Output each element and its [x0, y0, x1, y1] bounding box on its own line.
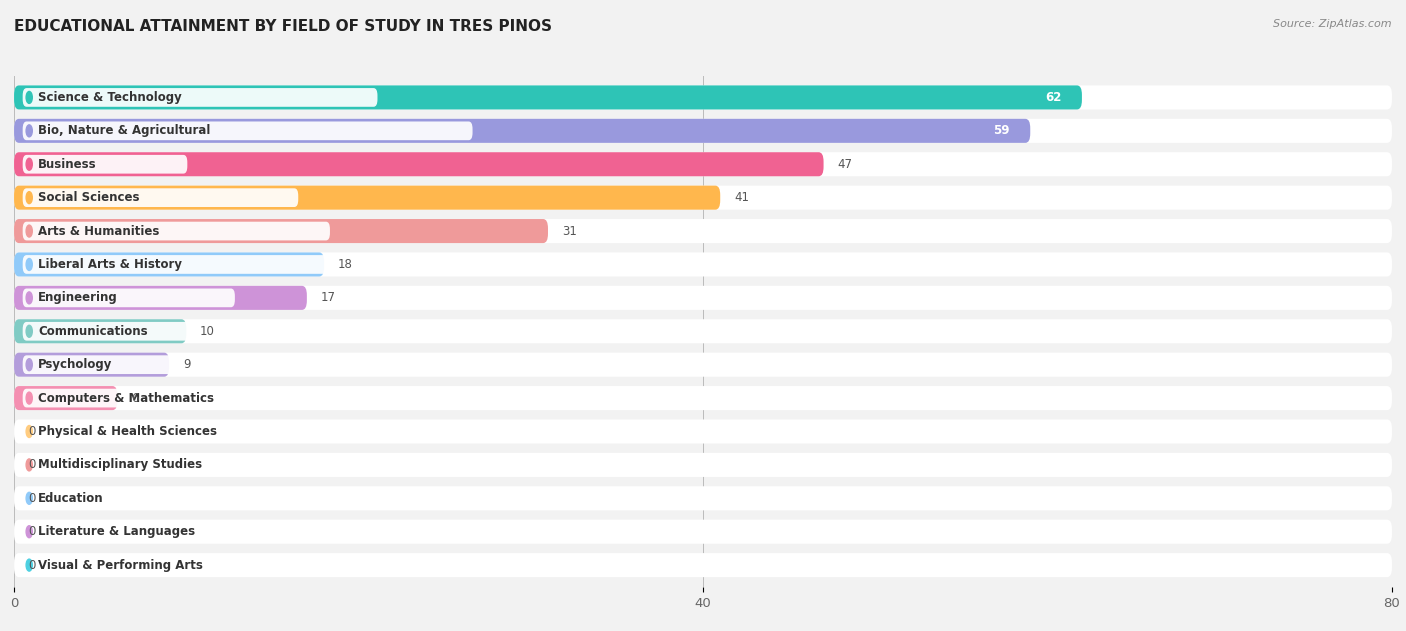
Text: 0: 0 — [28, 425, 35, 438]
Text: Computers & Mathematics: Computers & Mathematics — [38, 392, 214, 404]
FancyBboxPatch shape — [14, 386, 118, 410]
Circle shape — [27, 259, 32, 271]
FancyBboxPatch shape — [14, 186, 1392, 209]
Text: 0: 0 — [28, 492, 35, 505]
Text: Engineering: Engineering — [38, 292, 118, 304]
Circle shape — [27, 192, 32, 204]
FancyBboxPatch shape — [14, 252, 325, 276]
Text: Business: Business — [38, 158, 97, 171]
FancyBboxPatch shape — [22, 489, 204, 508]
Text: Source: ZipAtlas.com: Source: ZipAtlas.com — [1274, 19, 1392, 29]
FancyBboxPatch shape — [14, 186, 720, 209]
Text: EDUCATIONAL ATTAINMENT BY FIELD OF STUDY IN TRES PINOS: EDUCATIONAL ATTAINMENT BY FIELD OF STUDY… — [14, 19, 553, 34]
FancyBboxPatch shape — [14, 286, 307, 310]
Circle shape — [27, 392, 32, 404]
Circle shape — [27, 358, 32, 370]
Text: Liberal Arts & History: Liberal Arts & History — [38, 258, 183, 271]
Circle shape — [27, 492, 32, 504]
FancyBboxPatch shape — [14, 319, 186, 343]
FancyBboxPatch shape — [22, 188, 298, 207]
Circle shape — [27, 459, 32, 471]
FancyBboxPatch shape — [22, 456, 457, 475]
Text: Bio, Nature & Agricultural: Bio, Nature & Agricultural — [38, 124, 211, 138]
FancyBboxPatch shape — [14, 152, 1392, 176]
Circle shape — [27, 292, 32, 304]
Text: 10: 10 — [200, 325, 215, 338]
Circle shape — [27, 425, 32, 437]
Text: 47: 47 — [838, 158, 852, 171]
Text: Visual & Performing Arts: Visual & Performing Arts — [38, 558, 204, 572]
FancyBboxPatch shape — [22, 288, 235, 307]
Text: Social Sciences: Social Sciences — [38, 191, 139, 204]
FancyBboxPatch shape — [14, 487, 1392, 510]
FancyBboxPatch shape — [14, 85, 1083, 109]
FancyBboxPatch shape — [14, 453, 1392, 477]
Circle shape — [27, 326, 32, 337]
Text: 9: 9 — [183, 358, 190, 371]
FancyBboxPatch shape — [14, 553, 1392, 577]
Circle shape — [27, 158, 32, 170]
Text: Literature & Languages: Literature & Languages — [38, 525, 195, 538]
FancyBboxPatch shape — [22, 155, 187, 174]
FancyBboxPatch shape — [14, 520, 1392, 544]
FancyBboxPatch shape — [14, 219, 1392, 243]
FancyBboxPatch shape — [22, 322, 283, 341]
Text: 18: 18 — [337, 258, 353, 271]
FancyBboxPatch shape — [14, 420, 1392, 444]
Text: 0: 0 — [28, 525, 35, 538]
Text: 17: 17 — [321, 292, 336, 304]
FancyBboxPatch shape — [14, 286, 1392, 310]
FancyBboxPatch shape — [22, 522, 409, 541]
FancyBboxPatch shape — [14, 319, 1392, 343]
Circle shape — [27, 526, 32, 538]
Text: Education: Education — [38, 492, 104, 505]
Circle shape — [27, 225, 32, 237]
Text: 31: 31 — [562, 225, 576, 237]
FancyBboxPatch shape — [22, 255, 409, 274]
FancyBboxPatch shape — [22, 88, 377, 107]
Text: 0: 0 — [28, 458, 35, 471]
FancyBboxPatch shape — [14, 353, 1392, 377]
Text: 62: 62 — [1045, 91, 1062, 104]
FancyBboxPatch shape — [14, 386, 1392, 410]
FancyBboxPatch shape — [22, 355, 219, 374]
FancyBboxPatch shape — [14, 152, 824, 176]
Text: 0: 0 — [28, 558, 35, 572]
Text: Psychology: Psychology — [38, 358, 112, 371]
FancyBboxPatch shape — [22, 122, 472, 140]
Text: Science & Technology: Science & Technology — [38, 91, 181, 104]
Text: Physical & Health Sciences: Physical & Health Sciences — [38, 425, 218, 438]
FancyBboxPatch shape — [22, 556, 441, 574]
FancyBboxPatch shape — [14, 353, 169, 377]
Circle shape — [27, 559, 32, 571]
Circle shape — [27, 125, 32, 137]
FancyBboxPatch shape — [14, 119, 1031, 143]
FancyBboxPatch shape — [14, 119, 1392, 143]
FancyBboxPatch shape — [22, 221, 330, 240]
Text: Arts & Humanities: Arts & Humanities — [38, 225, 160, 237]
FancyBboxPatch shape — [14, 219, 548, 243]
FancyBboxPatch shape — [22, 422, 472, 441]
Text: Multidisciplinary Studies: Multidisciplinary Studies — [38, 458, 202, 471]
Text: 59: 59 — [993, 124, 1010, 138]
Text: 6: 6 — [131, 392, 139, 404]
FancyBboxPatch shape — [22, 389, 425, 408]
FancyBboxPatch shape — [14, 252, 1392, 276]
Text: 41: 41 — [734, 191, 749, 204]
FancyBboxPatch shape — [14, 85, 1392, 109]
Text: Communications: Communications — [38, 325, 148, 338]
Circle shape — [27, 91, 32, 103]
